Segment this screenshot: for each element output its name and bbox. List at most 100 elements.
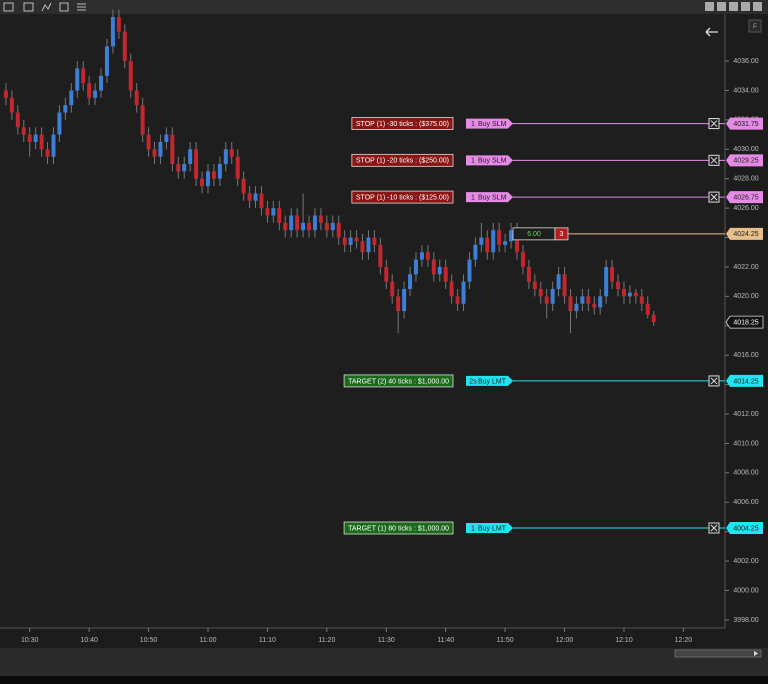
candle-body	[63, 105, 68, 113]
candle-body	[550, 289, 555, 304]
candle-body	[301, 222, 306, 231]
y-tick-label: 4008.00	[733, 470, 758, 477]
candle-body	[526, 266, 531, 282]
icon-drawing[interactable]	[41, 2, 52, 12]
y-tick-label: 4016.00	[733, 352, 758, 359]
candle-body	[146, 134, 151, 150]
cancel-icon	[710, 120, 718, 127]
plot-area	[0, 14, 725, 628]
candle-body	[449, 281, 454, 297]
x-tick-label: 11:30	[378, 637, 395, 644]
icon-bar-type[interactable]	[3, 2, 14, 12]
window-button[interactable]	[705, 2, 714, 11]
candle-body	[538, 289, 543, 297]
candle-body	[45, 149, 50, 157]
candle-body	[580, 296, 585, 304]
candle-body	[336, 222, 341, 238]
order-label: STOP (1) -20 ticks : ($250.00)	[356, 158, 449, 165]
candle-body	[259, 193, 264, 209]
candle-body	[307, 222, 312, 231]
order-tag	[466, 118, 513, 129]
candle-body	[318, 215, 323, 223]
candle-body	[633, 292, 638, 297]
cancel-icon	[710, 156, 718, 164]
candle-body	[289, 215, 294, 231]
scrollbar[interactable]	[674, 649, 762, 658]
x-tick-label: 11:20	[318, 637, 335, 644]
close-button[interactable]	[753, 2, 762, 11]
x-tick-label: 10:40	[80, 637, 98, 644]
y-tick-label: 4028.00	[733, 176, 758, 183]
candle-body	[99, 75, 104, 91]
candle-body	[283, 222, 288, 231]
bottom-strip	[0, 676, 768, 684]
candle-body	[503, 241, 508, 245]
scroll-arrow[interactable]	[754, 651, 758, 656]
candle-body	[604, 266, 609, 297]
window-button[interactable]	[717, 2, 726, 11]
y-tick-label: 4010.00	[733, 440, 758, 447]
candle-body	[194, 149, 199, 179]
candle-body	[544, 296, 549, 304]
candle-body	[598, 296, 603, 308]
candle-body	[223, 149, 228, 165]
candle-body	[110, 16, 115, 47]
candle-body	[277, 208, 282, 223]
icon-list[interactable]	[77, 3, 86, 11]
candle-body	[104, 46, 109, 76]
restore-button[interactable]	[741, 2, 750, 11]
candle-body	[158, 141, 163, 157]
order-label: STOP (1) -30 ticks : ($375.00)	[356, 121, 449, 128]
candle-body	[134, 90, 139, 106]
order-label-box	[351, 117, 454, 130]
x-tick-label: 12:20	[675, 637, 693, 644]
candle-body	[431, 259, 436, 275]
y-tick-label: 3998.00	[733, 617, 758, 624]
x-tick-label: 10:50	[140, 637, 158, 644]
candle-body	[413, 259, 418, 275]
candle-body	[265, 208, 270, 216]
candle-body	[562, 274, 567, 297]
order-action: Buy LMT	[478, 378, 507, 385]
candle-body	[574, 303, 579, 312]
toolbar-icons	[3, 2, 86, 12]
candle-body	[473, 244, 478, 260]
candle-body	[164, 134, 169, 142]
last-price-label: 4018.25	[733, 319, 758, 326]
order-label-box	[343, 521, 454, 535]
candle-body	[390, 281, 395, 297]
flag-box[interactable]	[748, 19, 762, 33]
candle-body	[241, 178, 246, 194]
x-tick-label: 11:10	[259, 637, 276, 644]
candle-body	[532, 281, 537, 290]
candle-body	[39, 134, 44, 150]
order-action: Buy SLM	[478, 121, 507, 128]
candle-body	[509, 230, 514, 242]
price-tag	[726, 191, 763, 204]
icon-properties[interactable]	[59, 2, 69, 12]
minimize-button[interactable]	[729, 2, 738, 11]
candle-body	[348, 237, 353, 245]
candle-body	[408, 274, 413, 290]
candle-body	[3, 90, 8, 98]
y-tick-label: 4026.00	[733, 205, 758, 212]
candle-body	[419, 252, 424, 260]
candle-body	[342, 237, 347, 245]
price-tag-label: 4029.25	[733, 158, 758, 165]
icon-template[interactable]	[23, 2, 34, 12]
x-tick-label: 11:00	[199, 637, 216, 644]
candle-body	[312, 215, 317, 231]
candle-body	[330, 222, 335, 231]
candle-body	[396, 296, 401, 312]
order-action: Buy SLM	[478, 158, 507, 165]
order-quantity: 1	[471, 525, 475, 532]
candle-body	[128, 61, 133, 91]
candle-body	[182, 164, 187, 172]
candle-body	[520, 252, 525, 267]
back-arrow[interactable]	[705, 27, 718, 37]
candle-body	[295, 215, 300, 231]
position-pnl: 6.00	[527, 231, 541, 238]
window-buttons	[705, 2, 762, 11]
